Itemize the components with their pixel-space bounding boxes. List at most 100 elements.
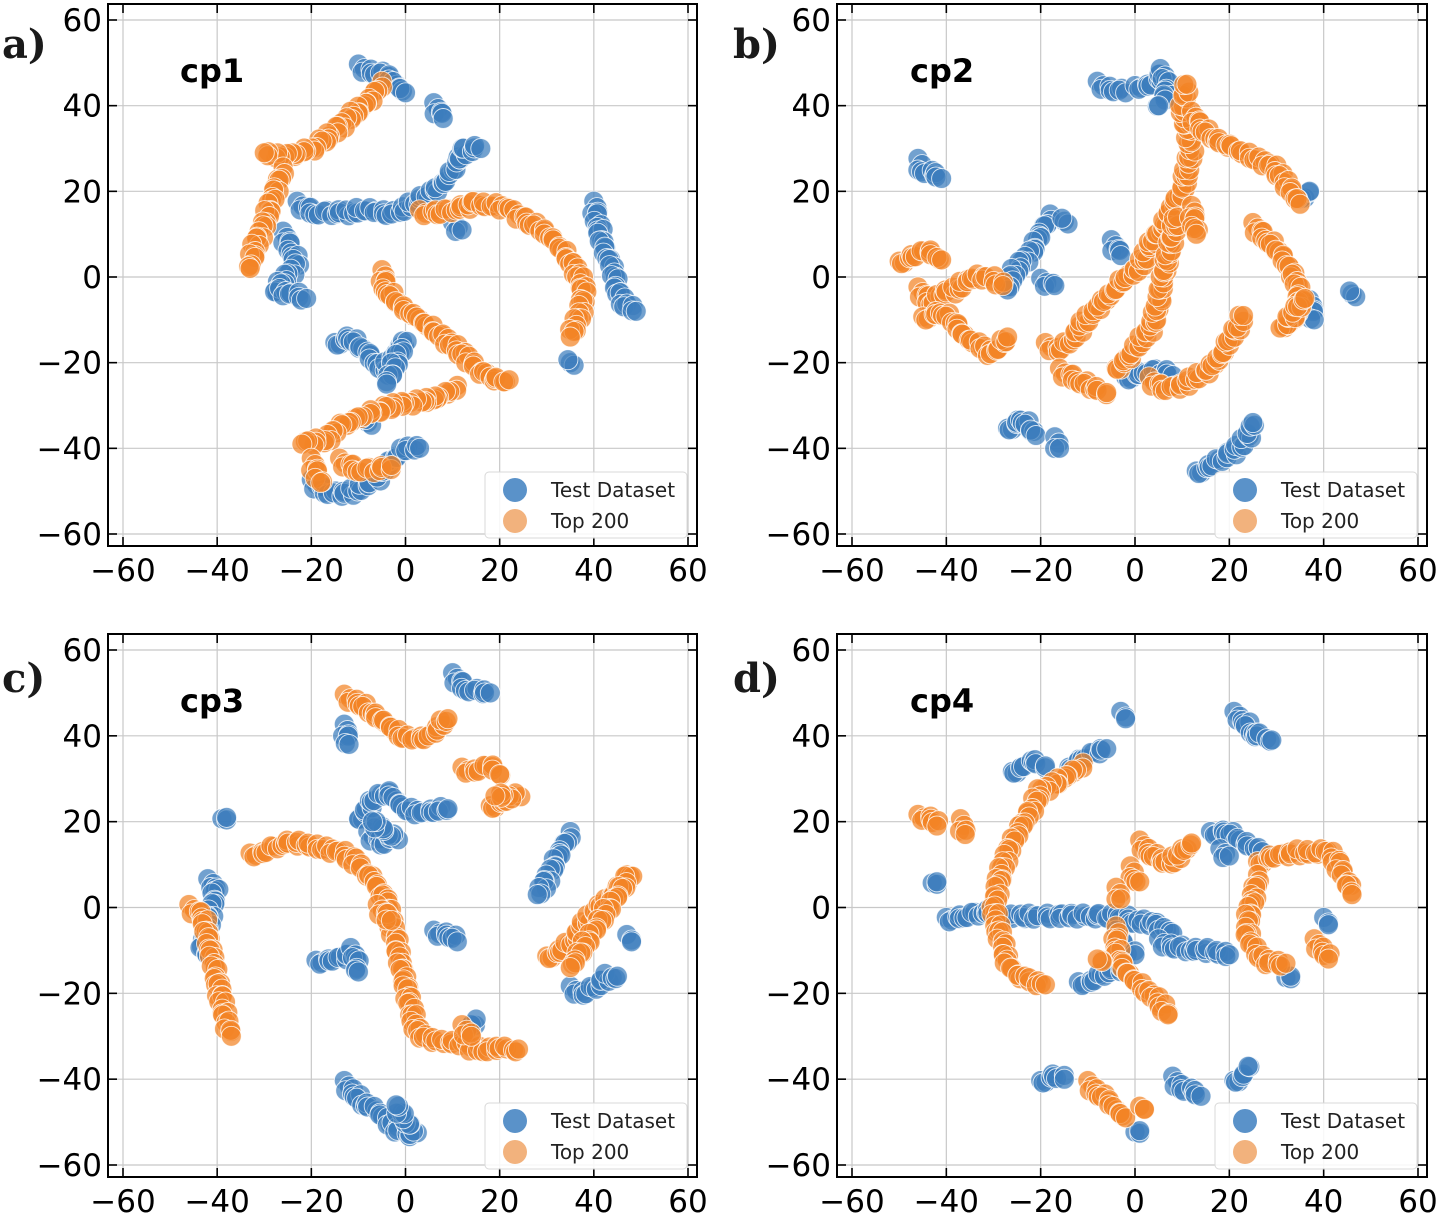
top-200-point	[992, 275, 1014, 297]
top-200-point	[380, 455, 402, 476]
test-dataset-point	[621, 931, 642, 953]
top-200-point	[460, 1025, 482, 1047]
test-dataset-point	[376, 373, 398, 395]
y-tick-label: −40	[37, 431, 102, 467]
x-tick-label: 40	[1304, 1184, 1343, 1216]
series-test-dataset	[921, 700, 1339, 1144]
scatter-points	[238, 53, 647, 507]
top-200-point	[437, 708, 459, 730]
x-tick-label: 20	[1210, 553, 1249, 589]
plot-frame	[836, 3, 1428, 547]
y-tick-label: 20	[792, 174, 831, 210]
test-dataset-point	[347, 961, 369, 983]
top-200-point	[1181, 832, 1203, 854]
test-dataset-point	[606, 965, 628, 987]
test-dataset-point	[1339, 280, 1361, 302]
y-tick-label: −60	[37, 1148, 102, 1184]
test-dataset-point	[446, 931, 468, 953]
test-dataset-point	[1317, 914, 1339, 936]
test-dataset-point	[1096, 738, 1118, 760]
test-dataset-point	[1115, 708, 1137, 730]
legend-label: Test Dataset	[1280, 478, 1405, 502]
top-200-point	[310, 472, 332, 494]
y-tick-label: 40	[792, 89, 831, 125]
x-tick-label: −20	[279, 1184, 344, 1216]
top-200-point	[1233, 305, 1254, 327]
y-tick-label: 0	[82, 891, 102, 927]
x-tick-label: 60	[1398, 1184, 1437, 1216]
x-tick-label: −40	[184, 553, 249, 589]
panel-cp2: −60 −40 −20 0 20 40 60 −60 −40 −20 0 20 40 60 b) cp2 Tes…	[733, 3, 1438, 589]
panel-title: cp4	[910, 682, 974, 720]
top-200-point	[220, 1025, 242, 1047]
test-dataset-point	[1237, 1055, 1259, 1077]
y-tick-label: 60	[792, 3, 831, 39]
test-dataset-point	[338, 733, 360, 755]
test-dataset-point	[437, 798, 459, 820]
test-dataset-point	[1148, 95, 1170, 117]
top-200-point	[1317, 948, 1339, 970]
series-top-200	[907, 752, 1363, 1129]
panel-letter: a)	[2, 21, 47, 68]
x-tick-label: −40	[914, 1184, 979, 1216]
panel-cp1: −60 −40 −20 0 20 40 60 −60 −40 −20 0 20 40 60 a) cp1 Tes…	[2, 3, 708, 589]
top-200-point	[559, 326, 581, 348]
test-dataset-point	[1025, 425, 1047, 446]
plot-frame	[107, 3, 698, 547]
y-tick-label: −40	[766, 431, 831, 467]
top-200-point	[926, 815, 948, 837]
y-tick-label: −20	[37, 976, 102, 1012]
legend: Test Dataset Top 200	[484, 1102, 688, 1170]
test-dataset-point	[451, 219, 473, 241]
y-tick-label: −60	[766, 1148, 831, 1184]
x-tick-label: −20	[1008, 553, 1073, 589]
test-dataset-point	[362, 811, 383, 833]
x-tick-label: 20	[1210, 1184, 1249, 1216]
legend-marker-top-200	[1233, 509, 1257, 533]
legend-label: Test Dataset	[550, 478, 675, 502]
legend-label: Test Dataset	[1280, 1109, 1405, 1133]
legend: Test Dataset Top 200	[1214, 471, 1418, 539]
legend-marker-test-dataset	[503, 1109, 527, 1133]
x-tick-label: 40	[574, 553, 613, 589]
y-tick-label: −20	[37, 346, 102, 382]
test-dataset-point	[557, 349, 579, 371]
plot-frame	[107, 633, 698, 1178]
y-tick-label: 40	[63, 89, 102, 125]
test-dataset-point	[1190, 1085, 1212, 1107]
test-dataset-point	[1242, 412, 1264, 434]
series-top-200	[238, 70, 598, 494]
legend-label: Top 200	[1280, 1140, 1359, 1164]
legend-marker-test-dataset	[1233, 1109, 1257, 1133]
test-dataset-point	[526, 884, 548, 906]
top-200-point	[253, 142, 275, 164]
top-200-point	[1341, 884, 1363, 906]
x-tick-label: 60	[668, 1184, 707, 1216]
y-tick-label: 0	[811, 891, 831, 927]
test-dataset-point	[395, 82, 416, 104]
x-tick-label: 0	[1125, 1184, 1145, 1216]
top-200-point	[1275, 952, 1297, 974]
top-200-point	[380, 909, 402, 931]
x-tick-label: 40	[574, 1184, 613, 1216]
x-tick-label: −60	[90, 553, 155, 589]
top-200-point	[1176, 73, 1198, 95]
test-dataset-point	[409, 437, 431, 459]
x-tick-label: 60	[668, 553, 707, 589]
x-tick-label: −20	[279, 553, 344, 589]
panel-letter: d)	[733, 655, 780, 702]
legend-marker-top-200	[503, 1140, 527, 1164]
x-tick-label: −60	[819, 1184, 884, 1216]
y-tick-label: −40	[37, 1062, 102, 1098]
panel-cp4: −60 −40 −20 0 20 40 60 −60 −40 −20 0 20 40 60 d) cp4 Tes…	[733, 633, 1438, 1216]
top-200-point	[1034, 974, 1056, 996]
x-tick-label: 20	[480, 553, 519, 589]
top-200-point	[489, 764, 511, 785]
panel-title: cp3	[180, 682, 244, 720]
plot-frame	[836, 633, 1428, 1178]
test-dataset-point	[479, 682, 501, 704]
legend-label: Top 200	[550, 1140, 629, 1164]
y-tick-label: 20	[63, 174, 102, 210]
test-dataset-point	[432, 108, 454, 129]
